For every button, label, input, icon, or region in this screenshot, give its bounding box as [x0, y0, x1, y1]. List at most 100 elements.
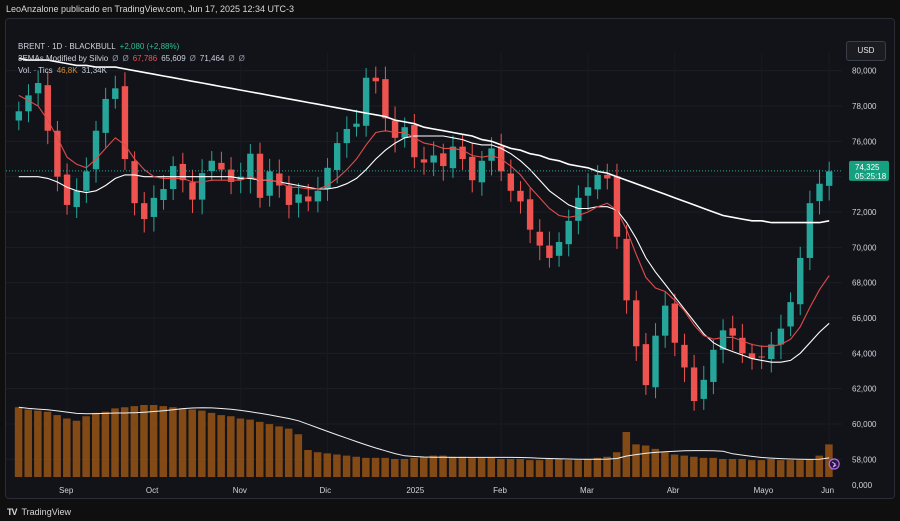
candle-body — [266, 171, 273, 196]
candle-body — [353, 123, 360, 127]
volume-value-1: 46,8K — [56, 66, 78, 75]
volume-label[interactable]: Vol. · Tics — [18, 66, 53, 75]
current-price-badge — [849, 160, 889, 181]
candle-body — [469, 156, 476, 181]
volume-bar — [14, 407, 23, 477]
candle-body — [44, 85, 51, 131]
candle-body — [546, 245, 553, 258]
volume-bar — [120, 407, 129, 477]
ema-long-line — [18, 57, 830, 224]
volume-bar — [381, 457, 389, 477]
study-value-6: 71,464 — [199, 54, 225, 63]
candle-body — [131, 161, 138, 204]
candle-body — [276, 173, 283, 186]
volume-bar — [188, 409, 196, 477]
candle-body — [285, 185, 293, 205]
volume-bar — [207, 412, 216, 477]
x-tick-label: Mayo — [754, 486, 774, 495]
volume-bar — [34, 410, 42, 477]
volume-value-2: 31,34K — [81, 66, 107, 75]
y-tick-label: 0,000 — [852, 481, 873, 490]
candle-body — [517, 190, 524, 202]
candle-body — [459, 146, 466, 159]
volume-bar — [622, 432, 631, 477]
candle-body — [478, 160, 486, 183]
candle-body — [333, 143, 341, 170]
candle-body — [179, 163, 187, 181]
volume-bar — [362, 457, 370, 477]
volume-bar — [555, 459, 563, 477]
volume-bar — [796, 460, 804, 477]
y-tick-label: 76,000 — [852, 137, 877, 146]
candle-body — [449, 146, 457, 169]
volume-bar — [805, 459, 814, 477]
volume-bar — [140, 405, 148, 477]
y-tick-label: 78,000 — [852, 102, 877, 111]
volume-bar — [217, 415, 225, 477]
volume-bar — [748, 460, 756, 477]
volume-bar — [738, 459, 746, 477]
volume-bar — [477, 457, 486, 477]
volume-bar — [284, 428, 293, 477]
volume-bar — [43, 411, 52, 477]
volume-bar — [776, 460, 785, 477]
tradingview-logo-icon: TV — [7, 507, 17, 517]
change-value: +2,080 (+2,88%) — [119, 42, 180, 51]
chart-panel[interactable]: 80,00078,00076,00074,00072,00070,00068,0… — [5, 18, 895, 499]
volume-bar — [159, 406, 168, 477]
volume-bar — [236, 418, 245, 477]
volume-bar — [448, 456, 457, 477]
current-price-label: 74,325 — [855, 163, 880, 172]
volume-bar — [391, 459, 399, 477]
study-value-3: 67,786 — [132, 54, 158, 63]
price-chart[interactable]: 80,00078,00076,00074,00072,00070,00068,0… — [6, 19, 894, 498]
candle-body — [555, 242, 563, 256]
candle-body — [729, 328, 736, 336]
candle-body — [411, 125, 418, 158]
volume-bar — [719, 459, 727, 477]
volume-bar — [468, 457, 476, 477]
volume-bar — [111, 408, 119, 477]
candle-body — [604, 174, 611, 179]
volume-bar — [72, 420, 81, 477]
candle-body — [739, 337, 746, 354]
volume-bar — [275, 426, 283, 477]
candle-body — [681, 344, 688, 368]
study-value-7: Ø — [228, 54, 235, 63]
candle-body — [536, 231, 543, 246]
candle-body — [806, 203, 814, 258]
candle-body — [816, 183, 823, 202]
candle-body — [63, 174, 71, 205]
volume-bar — [757, 460, 766, 477]
chart-background — [6, 19, 894, 498]
alert-icon-glyph — [831, 461, 837, 468]
symbol-label[interactable]: BRENT · 1D · BLACKBULL — [18, 42, 116, 51]
x-tick-label: Nov — [233, 486, 247, 495]
candle-body — [768, 344, 775, 359]
volume-bar — [53, 415, 61, 477]
candle-body — [256, 153, 264, 198]
candle-body — [565, 220, 572, 245]
publisher-line: LeoAnzalone publicado en TradingView.com… — [6, 4, 295, 14]
candle-body — [787, 302, 794, 327]
study-label[interactable]: 3EMAs Modified by Silvio — [18, 54, 109, 63]
volume-bar — [371, 457, 380, 477]
volume-bar — [603, 456, 611, 477]
x-tick-label: Mar — [580, 486, 594, 495]
x-tick-label: Dic — [320, 486, 332, 495]
volume-bar — [178, 408, 187, 477]
volume-bar — [680, 455, 688, 477]
volume-bar — [728, 459, 737, 477]
volume-bar — [149, 405, 158, 477]
y-tick-label: 66,000 — [852, 314, 877, 323]
countdown-label: 05:25:18 — [855, 172, 887, 181]
candle-body — [758, 356, 765, 358]
volume-bar — [24, 409, 32, 477]
candle-body — [575, 197, 582, 221]
alert-icon[interactable] — [828, 458, 840, 470]
volume-bar — [313, 452, 322, 477]
volume-bar — [294, 434, 303, 477]
volume-bar — [410, 457, 418, 477]
currency-button[interactable]: USD — [846, 41, 886, 61]
